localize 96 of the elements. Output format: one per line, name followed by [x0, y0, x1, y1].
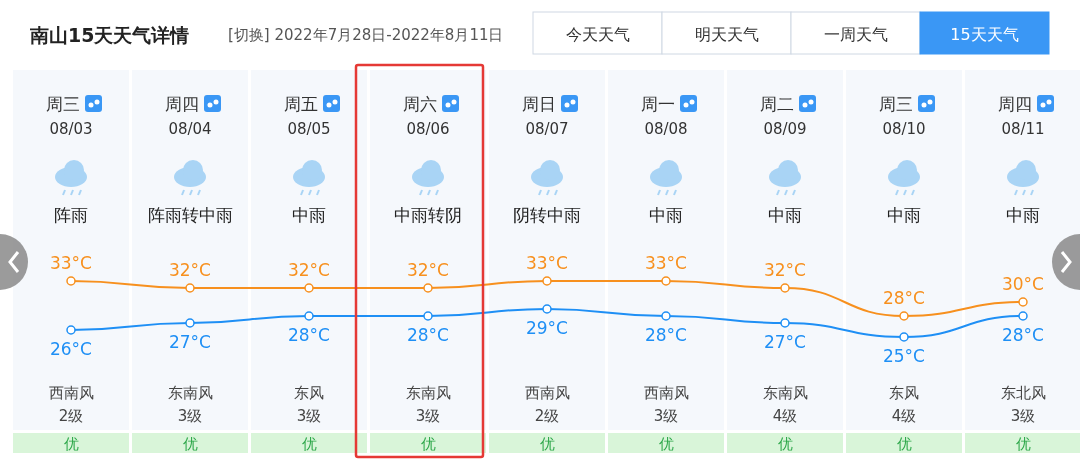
point — [304, 311, 314, 321]
text: 4级 — [891, 407, 917, 425]
text: 东南风 — [405, 384, 451, 402]
point — [423, 283, 433, 293]
point — [899, 311, 909, 321]
text: 中雨 — [292, 205, 326, 225]
text: 周三 — [879, 94, 913, 114]
text: 优 — [420, 435, 436, 453]
point — [780, 318, 790, 328]
data-label: 32°C — [763, 260, 807, 280]
text: 3级 — [177, 407, 203, 425]
data-label: 28°C — [406, 325, 450, 345]
text: 阵雨 — [54, 205, 88, 225]
text: 优 — [182, 435, 198, 453]
text: 阴转中雨 — [513, 205, 581, 225]
text: 优 — [658, 435, 674, 453]
text: 优 — [301, 435, 317, 453]
text: 优 — [539, 435, 555, 453]
data-label: 28°C — [644, 325, 688, 345]
x-tick-label: 08/06 — [406, 120, 450, 138]
text: 3级 — [296, 407, 322, 425]
text: 阵雨转中雨 — [147, 205, 233, 225]
x-tick-label: 08/07 — [525, 120, 569, 138]
text: 2级 — [534, 407, 560, 425]
text: 2级 — [58, 407, 84, 425]
text: 周四 — [998, 94, 1032, 114]
point — [542, 304, 552, 314]
text: 3级 — [653, 407, 679, 425]
x-tick-label: 08/11 — [1001, 120, 1045, 138]
x-tick-label: 08/10 — [882, 120, 926, 138]
data-label: 28°C — [287, 325, 331, 345]
data-label: 32°C — [406, 260, 450, 280]
text: 东南风 — [167, 384, 213, 402]
data-label: 27°C — [763, 332, 807, 352]
text: 明天天气 — [694, 25, 759, 44]
data-label: 33°C — [49, 253, 93, 273]
text: 东风 — [294, 384, 324, 402]
point — [66, 325, 76, 335]
chart-subtitle: [切换] 2022年7月28日-2022年8月11日 — [228, 26, 504, 44]
text: 西南风 — [48, 384, 94, 402]
text: 东南风 — [762, 384, 808, 402]
text: 一周天气 — [823, 25, 888, 44]
point — [661, 276, 671, 286]
text: 优 — [1015, 435, 1031, 453]
text: 中雨 — [649, 205, 683, 225]
data-label: 25°C — [882, 346, 926, 366]
data-label: 32°C — [168, 260, 212, 280]
point — [542, 276, 552, 286]
x-tick-label: 08/09 — [763, 120, 807, 138]
text: 周六 — [403, 94, 437, 114]
data-label: 33°C — [525, 253, 569, 273]
point — [185, 283, 195, 293]
text: 西南风 — [643, 384, 689, 402]
text: 周三 — [46, 94, 80, 114]
text: 周二 — [760, 94, 794, 114]
point — [899, 332, 909, 342]
text: 3级 — [415, 407, 441, 425]
text: 优 — [777, 435, 793, 453]
text: 周四 — [165, 94, 199, 114]
text: 周五 — [284, 94, 318, 114]
x-tick-label: 08/03 — [49, 120, 93, 138]
point — [185, 318, 195, 328]
text: 西南风 — [524, 384, 570, 402]
point — [304, 283, 314, 293]
data-label: 29°C — [525, 318, 569, 338]
data-label: 33°C — [644, 253, 688, 273]
text: 东风 — [889, 384, 919, 402]
text: 3级 — [1010, 407, 1036, 425]
point — [1018, 311, 1028, 321]
data-label: 26°C — [49, 339, 93, 359]
data-label: 32°C — [287, 260, 331, 280]
text: 中雨 — [1006, 205, 1040, 225]
point — [66, 276, 76, 286]
text: 中雨 — [887, 205, 921, 225]
text: 周日 — [522, 94, 556, 114]
text: 东北风 — [1000, 384, 1046, 402]
point — [423, 311, 433, 321]
text: 今天天气 — [565, 25, 630, 44]
point — [780, 283, 790, 293]
x-tick-label: 08/04 — [168, 120, 212, 138]
data-label: 30°C — [1001, 274, 1045, 294]
text: 15天天气 — [950, 25, 1019, 44]
x-tick-label: 08/08 — [644, 120, 688, 138]
text: 优 — [896, 435, 912, 453]
point — [1018, 297, 1028, 307]
data-label: 27°C — [168, 332, 212, 352]
text: 中雨 — [768, 205, 802, 225]
text: 中雨转阴 — [394, 205, 462, 225]
text: 周一 — [641, 94, 675, 114]
text: 4级 — [772, 407, 798, 425]
point — [661, 311, 671, 321]
data-label: 28°C — [1001, 325, 1045, 345]
chart-title: 南山15天天气详情 — [29, 24, 190, 46]
x-tick-label: 08/05 — [287, 120, 331, 138]
text: 优 — [63, 435, 79, 453]
data-label: 28°C — [882, 288, 926, 308]
